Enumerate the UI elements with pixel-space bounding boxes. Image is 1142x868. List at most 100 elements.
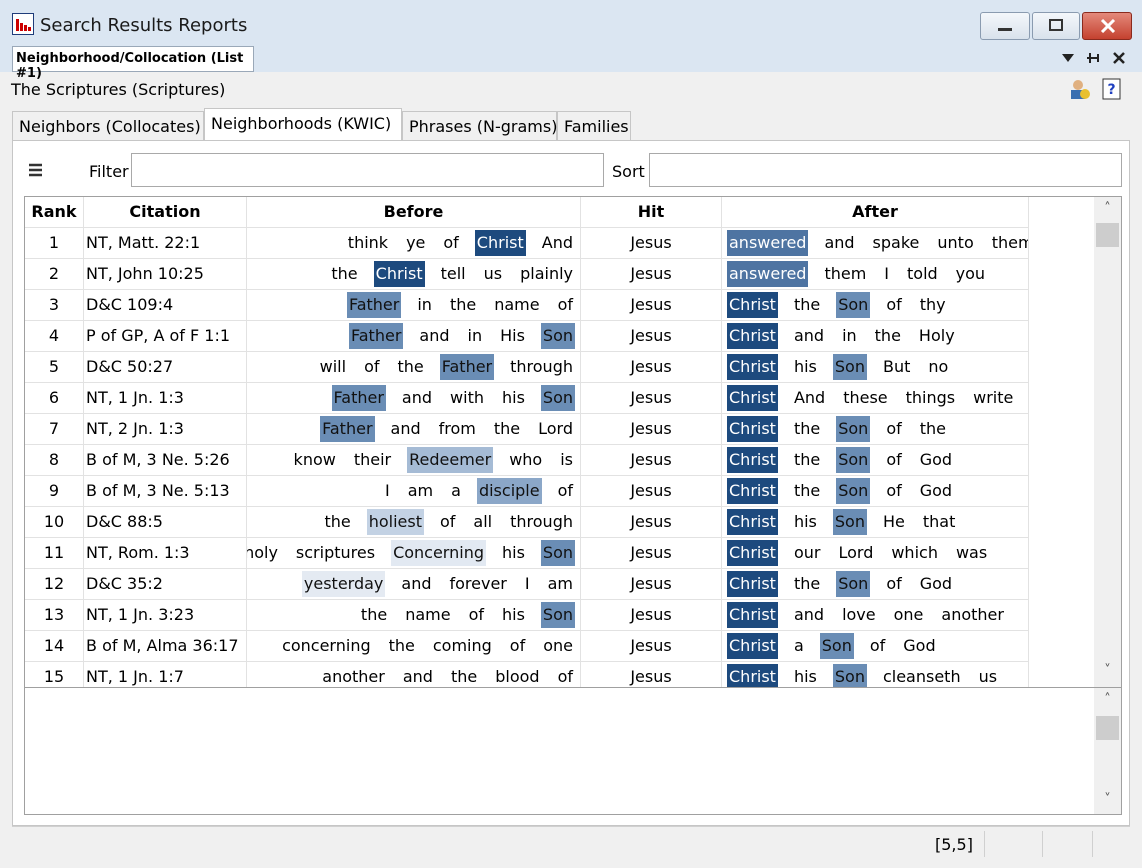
menu-icon[interactable]: [28, 163, 44, 177]
word: of: [557, 295, 573, 314]
highlighted-word: Father: [331, 385, 386, 411]
table-row[interactable]: 13 NT, 1 Jn. 3:23 the name of his Son Christ and…: [25, 600, 1029, 631]
table-row[interactable]: 6 NT, 1 Jn. 1:3 Father and with his Son Christ A…: [25, 383, 1029, 414]
header-row: Rank Citation Before Hit After: [25, 197, 1029, 228]
sort-input[interactable]: [649, 153, 1122, 187]
highlighted-word: Christ: [727, 602, 778, 628]
word: the: [331, 264, 358, 283]
word: Lord: [538, 419, 573, 438]
column-header[interactable]: Rank: [25, 197, 84, 228]
word: who: [509, 450, 543, 469]
rank-cell: 12: [25, 569, 84, 600]
word: in: [842, 326, 857, 345]
word: with: [450, 388, 484, 407]
word: I: [524, 574, 530, 593]
after-cell: Christ his Son He that: [722, 507, 1029, 538]
table-row[interactable]: 15 NT, 1 Jn. 1:7 another and the blood of Chris…: [25, 662, 1029, 687]
citation-cell: B of M, 3 Ne. 5:26: [84, 445, 247, 476]
word: one: [893, 605, 924, 624]
word: love: [842, 605, 876, 624]
column-header[interactable]: Citation: [84, 197, 247, 228]
maximize-button[interactable]: [1032, 12, 1080, 40]
scroll-up[interactable]: ˄: [1104, 692, 1111, 707]
scroll-thumb[interactable]: [1096, 716, 1119, 740]
word: and: [402, 667, 433, 686]
word: plainly: [520, 264, 573, 283]
column-header[interactable]: Before: [247, 197, 581, 228]
word: his: [793, 667, 817, 686]
table-row[interactable]: 7 NT, 2 Jn. 1:3 Father and from the Lord Christ…: [25, 414, 1029, 445]
word: And: [541, 233, 573, 252]
before-cell: Father and in His Son: [247, 321, 581, 352]
rank-cell: 10: [25, 507, 84, 538]
scroll-thumb[interactable]: [1096, 223, 1119, 247]
word: the: [874, 326, 901, 345]
scroll-up[interactable]: ˄: [1104, 201, 1111, 216]
word: you: [955, 264, 986, 283]
table-row[interactable]: 11 NT, Rom. 1:3 holy scriptures Concerning hi…: [25, 538, 1029, 569]
citation-cell: B of M, Alma 36:17: [84, 631, 247, 662]
document-tab[interactable]: Neighborhood/Collocation (List #1): [12, 46, 254, 81]
after-cell: Christ the Son of God: [722, 445, 1029, 476]
word: of: [869, 636, 886, 655]
table-row[interactable]: 14 B of M, Alma 36:17 concerning the coming o…: [25, 631, 1029, 662]
word: that: [922, 512, 956, 531]
hit-cell: Jesus: [581, 538, 722, 569]
column-header[interactable]: After: [722, 197, 1029, 228]
word: was: [955, 543, 988, 562]
word: our: [793, 543, 821, 562]
table-row[interactable]: 1 NT, Matt. 22:1 think ye of Christ And answere…: [25, 228, 1029, 259]
before-cell: the holiest of all through: [247, 507, 581, 538]
word: the: [360, 605, 388, 624]
after-cell: Christ and love one another: [722, 600, 1029, 631]
filter-input[interactable]: [131, 153, 604, 187]
tab[interactable]: Phrases (N-grams): [402, 111, 557, 140]
hit-cell: Jesus: [581, 476, 722, 507]
word: name: [494, 295, 540, 314]
toolbar-icons[interactable]: ?: [1068, 77, 1124, 101]
close-button[interactable]: [1082, 12, 1132, 40]
word: tell: [440, 264, 466, 283]
word: of: [886, 419, 902, 438]
detail-scrollbar[interactable]: ˄ ˅: [1094, 688, 1121, 814]
pane-controls[interactable]: [1060, 50, 1132, 68]
rank-cell: 15: [25, 662, 84, 687]
rank-cell: 9: [25, 476, 84, 507]
rank-cell: 3: [25, 290, 84, 321]
highlighted-word: Son: [540, 323, 575, 349]
highlighted-word: Christ: [727, 323, 778, 349]
rank-cell: 6: [25, 383, 84, 414]
grid-scrollbar[interactable]: ˄ ˅: [1094, 197, 1121, 687]
hit-cell: Jesus: [581, 321, 722, 352]
scroll-down[interactable]: ˅: [1104, 792, 1111, 807]
table-row[interactable]: 2 NT, John 10:25 the Christ tell us plainly ans…: [25, 259, 1029, 290]
tab[interactable]: Neighborhoods (KWIC): [204, 108, 402, 141]
citation-cell: P of GP, A of F 1:1: [84, 321, 247, 352]
hit-cell: Jesus: [581, 383, 722, 414]
scroll-down[interactable]: ˅: [1104, 663, 1111, 678]
word: the: [793, 574, 821, 593]
word: the: [450, 667, 478, 686]
word: write: [973, 388, 1014, 407]
tab[interactable]: Neighbors (Collocates): [12, 111, 204, 140]
word: and: [824, 233, 855, 252]
table-row[interactable]: 3 D&C 109:4 Father in the name of Christ the Son o…: [25, 290, 1029, 321]
minimize-button[interactable]: [980, 12, 1030, 40]
table-row[interactable]: 10 D&C 88:5 the holiest of all through Christ hi…: [25, 507, 1029, 538]
word: the: [493, 419, 521, 438]
hit-cell: Jesus: [581, 631, 722, 662]
hit-cell: Jesus: [581, 662, 722, 687]
highlighted-word: Son: [836, 416, 871, 442]
before-cell: will of the Father through: [247, 352, 581, 383]
after-cell: Christ And these things write: [722, 383, 1029, 414]
table-row[interactable]: 5 D&C 50:27 will of the Father through Christ hi…: [25, 352, 1029, 383]
before-cell: think ye of Christ And: [247, 228, 581, 259]
tab[interactable]: Families: [557, 111, 631, 140]
column-header[interactable]: Hit: [581, 197, 722, 228]
